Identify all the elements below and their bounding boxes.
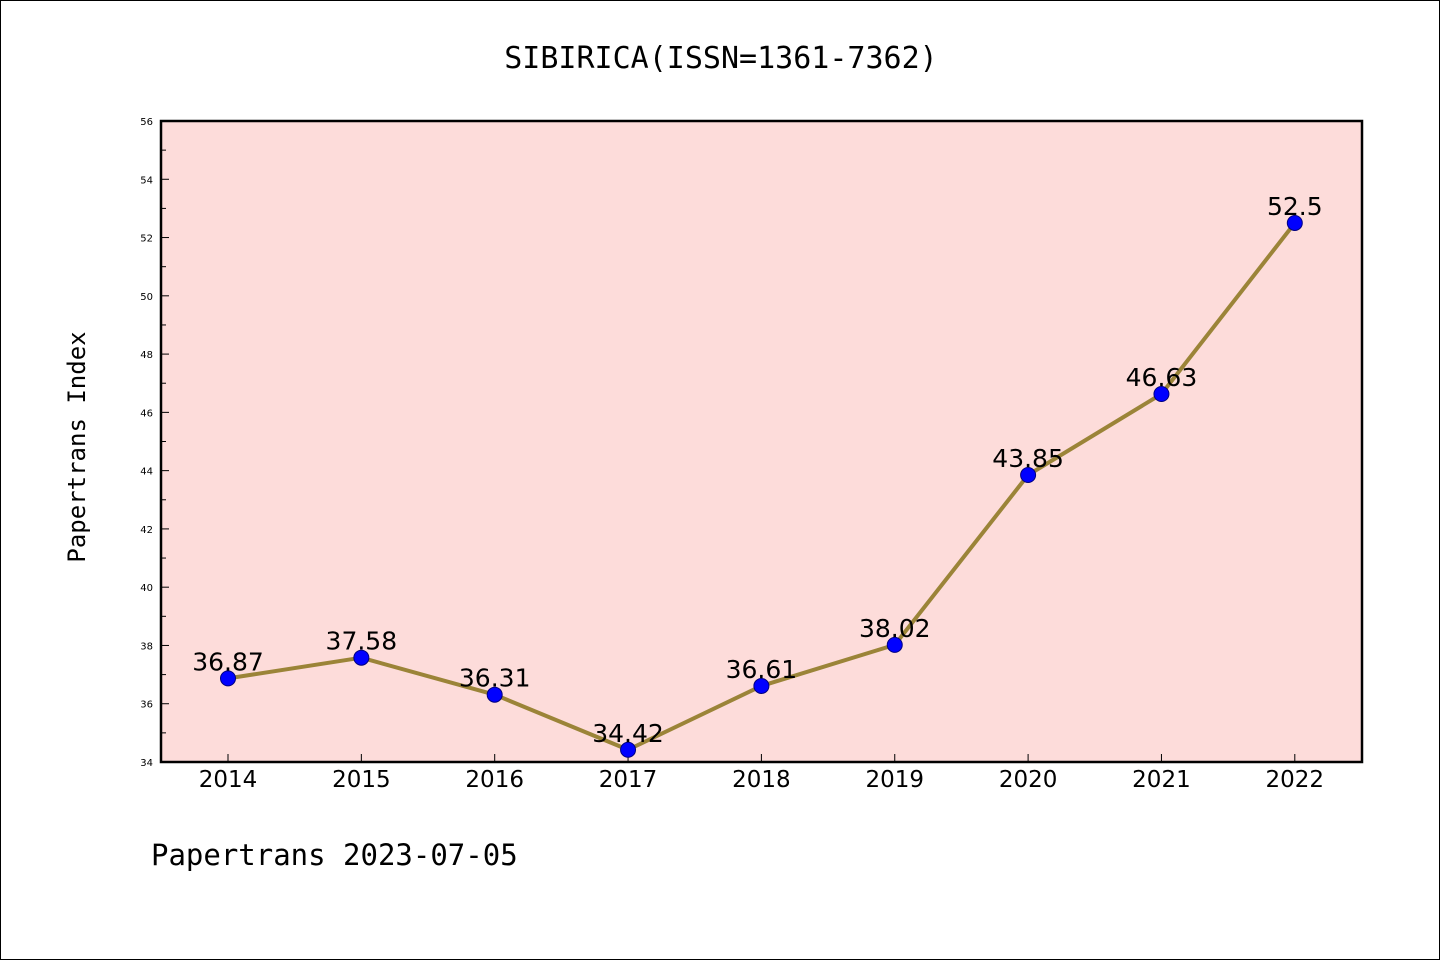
x-tick-label: 2020 [999, 767, 1058, 793]
y-tick-label: 38 [140, 641, 153, 652]
data-point-marker [220, 670, 236, 687]
x-tick-label: 2021 [1132, 767, 1191, 793]
data-point-marker [1020, 467, 1037, 484]
y-tick-label: 50 [140, 292, 153, 303]
y-axis-label: Papertrans Index [63, 331, 91, 562]
data-point-marker [753, 677, 770, 694]
data-label: 36.31 [459, 664, 531, 693]
x-tick-label: 2022 [1266, 767, 1325, 793]
y-tick-label: 40 [140, 583, 153, 594]
data-label: 36.61 [726, 655, 798, 684]
data-point-marker [486, 686, 503, 703]
data-point-marker [1286, 214, 1303, 231]
x-tick-label: 2017 [599, 767, 658, 793]
x-tick-label: 2019 [865, 767, 924, 793]
data-label: 37.58 [326, 627, 398, 656]
y-tick-label: 54 [140, 175, 153, 186]
y-tick-label: 56 [140, 117, 153, 128]
data-point-marker [1153, 386, 1170, 403]
data-label: 38.02 [859, 614, 931, 643]
data-point-marker [353, 649, 370, 666]
y-tick-label: 48 [140, 350, 153, 361]
data-label-layer: 36.87 37.58 36.31 34.42 36.61 38.02 43.85 46.63… [192, 192, 1322, 748]
y-tick-label: 34 [140, 758, 153, 769]
y-tick-label: 46 [140, 408, 153, 419]
data-point-marker [886, 636, 903, 653]
data-label: 52.5 [1267, 192, 1323, 221]
data-point-marker [620, 741, 637, 758]
data-label: 46.63 [1126, 363, 1198, 392]
x-tick-label: 2015 [332, 767, 391, 793]
y-tick-label: 42 [140, 525, 153, 536]
footer-text: Papertrans 2023-07-05 [151, 838, 518, 872]
y-tick-label: 36 [140, 700, 153, 711]
data-label: 36.87 [192, 647, 264, 676]
data-label: 34.42 [592, 719, 664, 748]
data-label: 43.85 [992, 444, 1064, 473]
x-tick-label: 2016 [465, 767, 524, 793]
y-tick-label: 52 [140, 234, 153, 245]
x-tick-label: 2018 [732, 767, 791, 793]
y-axis-ticks: 34 36 38 40 42 44 46 48 50 52 54 56 [140, 117, 169, 769]
marker-layer [220, 214, 1303, 758]
y-tick-label: 44 [140, 467, 153, 478]
x-tick-label: 2014 [199, 767, 258, 793]
chart-title: SIBIRICA(ISSN=1361-7362) [504, 41, 937, 76]
x-axis-ticks: 2014 2015 2016 2017 2018 2019 2020 2021 2022 [199, 754, 1324, 793]
